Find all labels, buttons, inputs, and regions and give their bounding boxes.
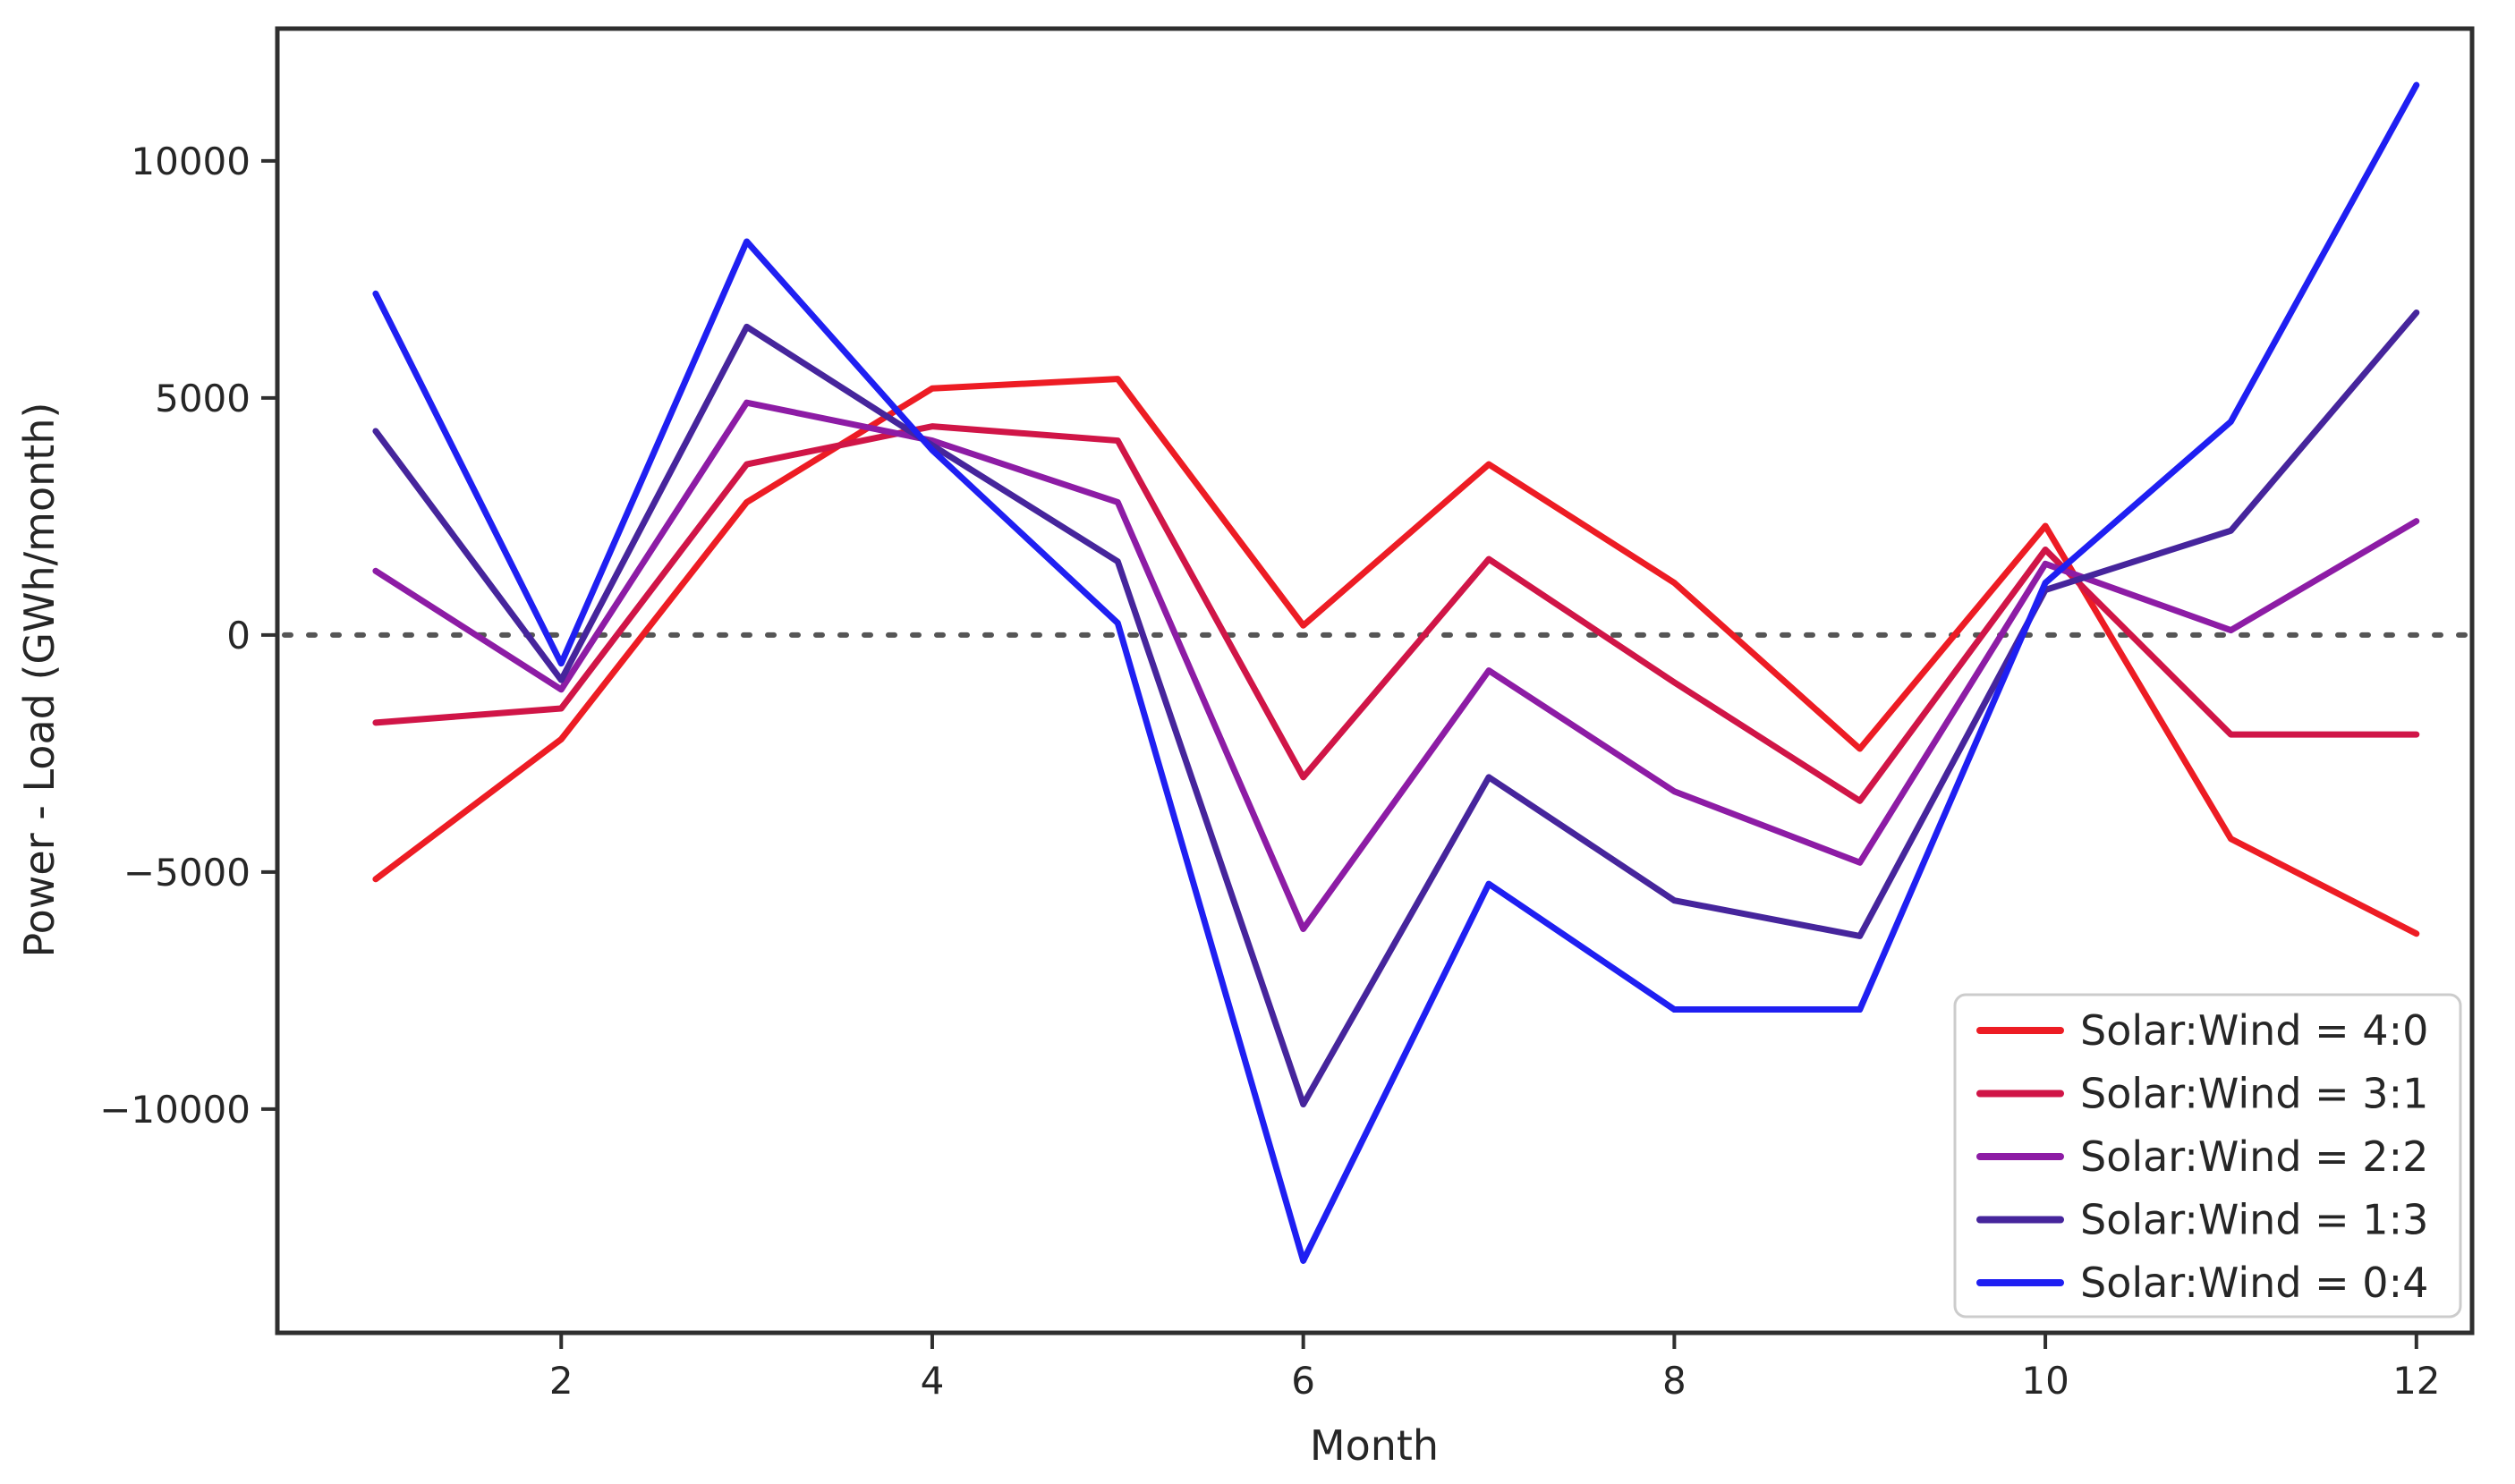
x-tick-label: 10 [2021,1359,2069,1403]
x-tick-label: 6 [1291,1359,1315,1403]
y-tick-label: 10000 [131,140,251,183]
series-line-2 [372,423,2420,804]
x-tick-label: 2 [549,1359,574,1403]
x-tick-label: 4 [921,1359,945,1403]
legend-item-label: Solar:Wind = 3:1 [2080,1070,2428,1118]
series-line-5 [372,81,2420,1264]
y-tick-label: −5000 [123,851,251,895]
legend-item-label: Solar:Wind = 2:2 [2080,1132,2428,1181]
series-line-3 [372,399,2420,932]
y-axis-label: Power - Load (GWh/month) [15,403,64,958]
plot-frame [275,26,2475,1336]
x-axis-label: Month [1310,1421,1439,1470]
series-group [372,81,2420,1264]
legend-item-label: Solar:Wind = 1:3 [2080,1196,2428,1244]
x-tick-label: 8 [1662,1359,1687,1403]
legend-box [1953,993,2462,1319]
legend-item-label: Solar:Wind = 4:0 [2080,1006,2428,1055]
legend-item-label: Solar:Wind = 0:4 [2080,1259,2428,1307]
legend: Solar:Wind = 4:0 Solar:Wind = 3:1 Solar:Wi… [1953,993,2462,1319]
y-tick-label: 0 [226,614,251,657]
series-line-4 [372,309,2420,1108]
series-line-1 [372,376,2420,937]
y-tick-label: −10000 [99,1088,251,1132]
tick-labels-group: 2 4 6 8 10 12 10000 5000 0 −5000 −10000 [99,140,2440,1403]
ticks-group [261,158,2418,1349]
x-tick-label: 12 [2392,1359,2440,1403]
y-tick-label: 5000 [155,377,251,420]
